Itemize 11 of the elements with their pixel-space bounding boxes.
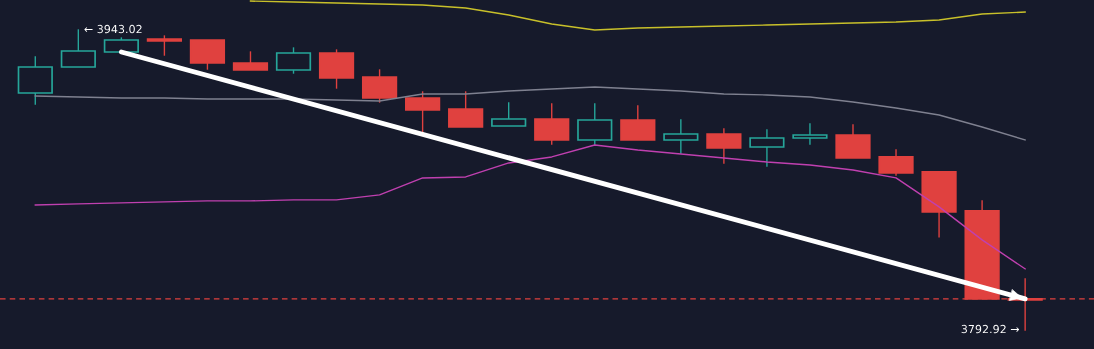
annotation: 3792.92 → [961, 324, 1020, 334]
candlestick [792, 123, 828, 145]
candlestick [60, 29, 96, 68]
candlestick [749, 129, 785, 167]
candlestick [878, 149, 914, 176]
candlestick [663, 119, 699, 154]
candlestick [620, 105, 656, 141]
annotation: ← 3943.02 [84, 24, 142, 34]
candlestick [706, 128, 742, 164]
candlestick [835, 124, 871, 159]
candlestick [921, 171, 957, 238]
